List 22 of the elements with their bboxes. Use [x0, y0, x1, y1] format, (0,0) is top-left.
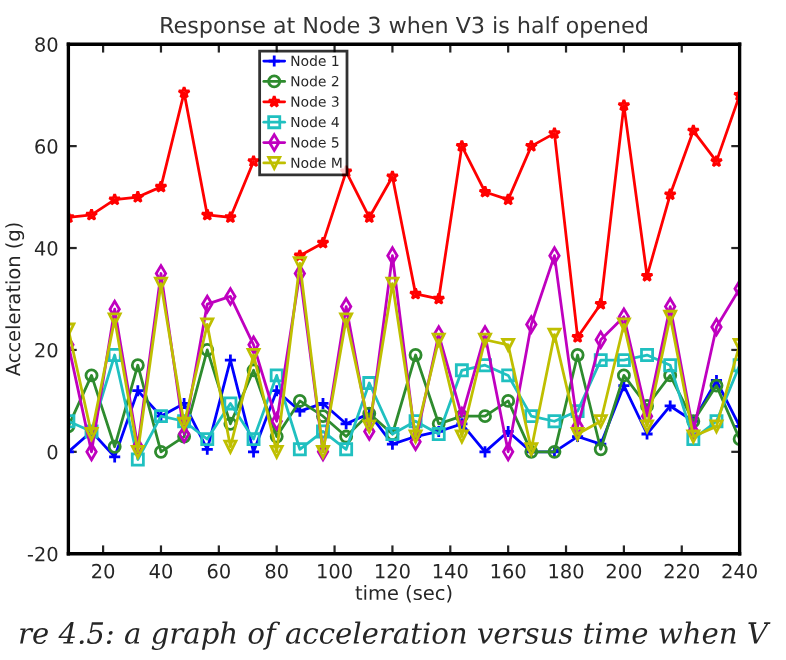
y-tick-label: 0 [47, 444, 58, 460]
x-tick-label: 60 [207, 563, 230, 579]
x-tick-label: 140 [433, 563, 468, 579]
chart-title: Response at Node 3 when V3 is half opened [161, 16, 647, 38]
y-tick-label: 40 [34, 240, 58, 256]
x-tick-label: 100 [318, 563, 352, 579]
x-tick-label: 40 [149, 563, 173, 579]
x-tick-label: 160 [491, 563, 526, 579]
x-tick-label: 80 [265, 563, 288, 579]
x-tick-label: 240 [722, 563, 757, 579]
text: re 4.5: a graph of acceleration versus time when V [20, 621, 771, 651]
y-axis-title: Acceleration (g) [5, 223, 25, 377]
y-tick-label: -20 [27, 546, 58, 562]
y-tick-label: 20 [35, 342, 58, 358]
x-tick-label: 200 [606, 563, 642, 579]
x-tick-label: 220 [664, 563, 700, 579]
x-axis-title: time (sec) [355, 585, 452, 603]
y-tick-label: 60 [35, 139, 58, 154]
x-tick-label: 120 [376, 563, 410, 579]
x-tick-label: 180 [549, 563, 584, 579]
x-tick-label: 20 [92, 563, 115, 579]
y-tick-label: 80 [35, 37, 58, 52]
